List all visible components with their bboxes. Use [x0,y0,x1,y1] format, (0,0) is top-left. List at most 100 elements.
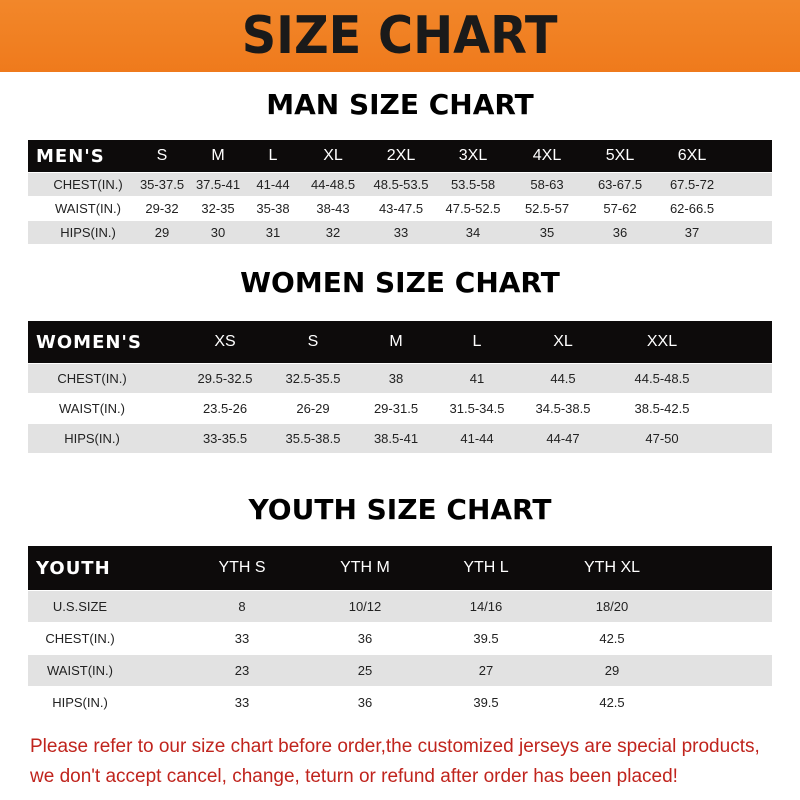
size-header: 3XL [458,147,488,164]
measurement-cell: 33 [234,695,250,710]
size-header: XL [553,333,573,350]
measurement-cell: 31.5-34.5 [449,401,505,416]
table-row: U.S.SIZE 8 10/12 14/16 18/20 [28,591,772,622]
measurement-cell: 35-37.5 [139,177,185,192]
women-title: WOMEN SIZE CHART [240,266,560,299]
measurement-cell: 26-29 [296,401,330,416]
measurement-cell: 34 [465,225,481,240]
measurement-cell: 33-35.5 [202,431,248,446]
men-title: MAN SIZE CHART [266,88,534,121]
table-row: HIPS(IN.) 29 30 31 32 33 34 35 36 37 [28,221,772,244]
notice-line-2: we don't accept cancel, change, teturn o… [30,766,678,787]
measurement-cell: 38.5-41 [373,431,419,446]
measurement-cell: 57-62 [603,201,637,216]
size-header: L [268,147,278,164]
measurement-cell: 48.5-53.5 [373,177,429,192]
measurement-cell: 67.5-72 [669,177,715,192]
measurement-cell: 41 [469,371,485,386]
table-row: WAIST(IN.) 23 25 27 29 [28,655,772,686]
size-header: 2XL [386,147,416,164]
measurement-cell: 42.5 [599,695,625,710]
measurement-cell: 41-44 [256,177,290,192]
measurement-cell: 23.5-26 [202,401,248,416]
table-row: WAIST(IN.) 23.5-26 26-29 29-31.5 31.5-34.5 34… [28,394,772,423]
measurement-cell: 35-38 [256,201,290,216]
table-title-cell: MEN'S [36,145,105,167]
measurement-cell: 62-66.5 [669,201,715,216]
measurement-cell: 33 [393,225,409,240]
measurement-cell: 29 [604,663,620,678]
measurement-cell: 32-35 [201,201,235,216]
size-header: S [156,147,168,164]
measurement-cell: 44-48.5 [310,177,356,192]
measurement-cell: 35 [539,225,555,240]
notice-line-1: Please refer to our size chart before or… [30,736,760,757]
measurement-cell: 52.5-57 [524,201,570,216]
row-label: CHEST(IN.) [53,177,123,192]
measurement-cell: 39.5 [473,631,499,646]
measurement-cell: 34.5-38.5 [535,401,591,416]
measurement-cell: 14/16 [469,599,503,614]
measurement-cell: 36 [612,225,628,240]
measurement-cell: 29 [154,225,170,240]
measurement-cell: 47-50 [645,431,679,446]
measurement-cell: 63-67.5 [597,177,643,192]
measurement-cell: 29-31.5 [373,401,419,416]
row-label: HIPS(IN.) [52,695,108,710]
measurement-cell: 53.5-58 [450,177,496,192]
table-row: HIPS(IN.) 33-35.5 35.5-38.5 38.5-41 41-44 44-… [28,424,772,453]
row-label: HIPS(IN.) [64,431,120,446]
measurement-cell: 33 [234,631,250,646]
table-row: HIPS(IN.) 33 36 39.5 42.5 [28,687,772,718]
measurement-cell: 47.5-52.5 [445,201,501,216]
size-header: YTH M [340,559,390,576]
measurement-cell: 37 [684,225,700,240]
size-header: YTH L [463,559,509,576]
table-title-cell: WOMEN'S [36,331,142,353]
table-header-row: YOUTH YTH S YTH M YTH L YTH XL [28,546,772,590]
table-header-row: WOMEN'S XS S M L XL XXL [28,321,772,363]
row-label: WAIST(IN.) [55,201,121,216]
measurement-cell: 43-47.5 [378,201,424,216]
size-header: XS [214,333,236,350]
table-row: CHEST(IN.) 29.5-32.5 32.5-35.5 38 41 44.5 44.5… [28,364,772,393]
measurement-cell: 31 [265,225,281,240]
measurement-cell: 30 [210,225,226,240]
measurement-cell: 10/12 [348,599,382,614]
size-header: M [211,147,225,164]
youth-title: YOUTH SIZE CHART [248,493,552,526]
size-header: 6XL [677,147,707,164]
table-row: WAIST(IN.) 29-32 32-35 35-38 38-43 43-47.5 47.… [28,197,772,220]
measurement-cell: 44-47 [546,431,580,446]
table-header-row: MEN'S S M L XL 2XL 3XL 4XL 5XL 6XL [28,140,772,172]
row-label: U.S.SIZE [52,599,108,614]
row-label: CHEST(IN.) [57,371,127,386]
measurement-cell: 27 [478,663,494,678]
measurement-cell: 29-32 [145,201,179,216]
measurement-cell: 58-63 [530,177,564,192]
measurement-cell: 37.5-41 [195,177,241,192]
table-row: CHEST(IN.) 33 36 39.5 42.5 [28,623,772,654]
row-label: WAIST(IN.) [59,401,125,416]
measurement-cell: 44.5 [550,371,576,386]
measurement-cell: 36 [357,631,373,646]
size-header: S [307,333,319,350]
row-label: WAIST(IN.) [47,663,113,678]
measurement-cell: 38-43 [316,201,350,216]
measurement-cell: 8 [238,599,246,614]
row-label: CHEST(IN.) [45,631,115,646]
measurement-cell: 32.5-35.5 [285,371,341,386]
measurement-cell: 41-44 [460,431,494,446]
size-header: XXL [646,333,678,350]
measurement-cell: 38 [388,371,404,386]
measurement-cell: 32 [325,225,341,240]
measurement-cell: 23 [234,663,250,678]
banner-title: SIZE CHART [242,6,558,66]
measurement-cell: 42.5 [599,631,625,646]
size-header: 5XL [605,147,635,164]
table-title-cell: YOUTH [36,557,111,579]
measurement-cell: 44.5-48.5 [634,371,690,386]
size-header: YTH XL [583,559,641,576]
measurement-cell: 25 [357,663,373,678]
measurement-cell: 29.5-32.5 [197,371,253,386]
